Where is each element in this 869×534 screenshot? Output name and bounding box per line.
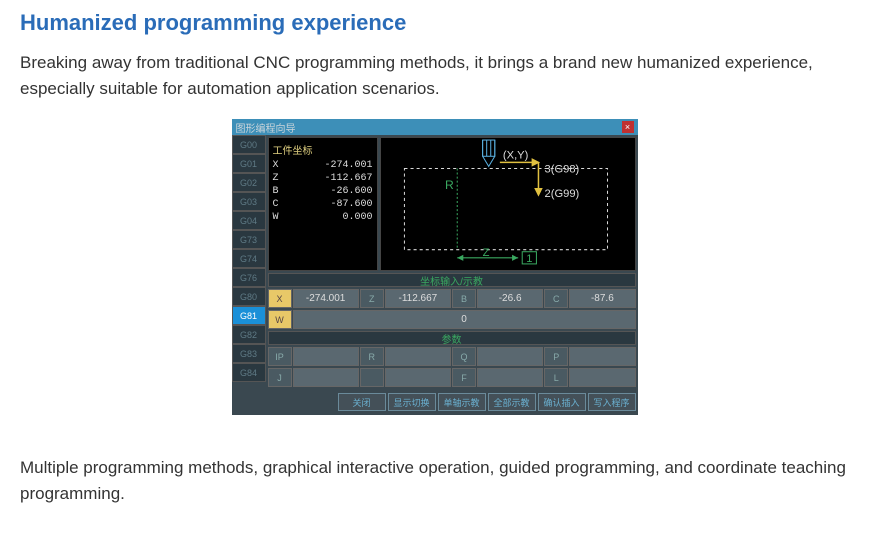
sidebar-item-g76[interactable]: G76 (232, 268, 266, 287)
field-value[interactable]: 0 (293, 310, 636, 329)
diagram-L: 1 (526, 253, 532, 265)
diagram-xy: (X,Y) (502, 149, 528, 161)
field-value[interactable] (385, 347, 451, 366)
coord-panel: 工件坐标 X-274.001Z-112.667B-26.600C-87.600W… (268, 137, 378, 271)
field-label: B (452, 289, 476, 308)
bottom-button[interactable]: 关闭 (338, 393, 386, 411)
coord-title: 工件坐标 (273, 142, 373, 157)
coord-row: B-26.600 (273, 185, 373, 198)
sidebar-item-g82[interactable]: G82 (232, 325, 266, 344)
cycle-diagram: R Z 1 (X,Y) 3(G98 (380, 137, 636, 271)
sidebar-item-g02[interactable]: G02 (232, 173, 266, 192)
window-title: 图形编程向导 (236, 120, 296, 135)
coord-row: C-87.600 (273, 198, 373, 211)
sidebar-item-g80[interactable]: G80 (232, 287, 266, 306)
page-title: Humanized programming experience (20, 10, 849, 36)
field-value[interactable]: -112.667 (385, 289, 451, 308)
intro-paragraph: Breaking away from traditional CNC progr… (20, 50, 849, 101)
field-value[interactable]: -274.001 (293, 289, 359, 308)
field-value[interactable] (569, 347, 635, 366)
field-label: R (360, 347, 384, 366)
sidebar-item-g01[interactable]: G01 (232, 154, 266, 173)
field-label: Q (452, 347, 476, 366)
sidebar-item-g00[interactable]: G00 (232, 135, 266, 154)
field-label: L (544, 368, 568, 387)
field-value[interactable] (293, 368, 359, 387)
diagram-g99: 2(G99) (544, 188, 579, 200)
coord-row: X-274.001 (273, 159, 373, 172)
field-value[interactable]: -26.6 (477, 289, 543, 308)
diagram-R: R (445, 178, 454, 192)
field-label: P (544, 347, 568, 366)
diagram-Z: Z (482, 247, 489, 259)
field-value[interactable] (477, 368, 543, 387)
field-label: IP (268, 347, 292, 366)
field-label: F (452, 368, 476, 387)
field-value[interactable] (477, 347, 543, 366)
field-value[interactable] (385, 368, 451, 387)
field-label: X (268, 289, 292, 308)
coord-row: W0.000 (273, 211, 373, 224)
sidebar-item-g83[interactable]: G83 (232, 344, 266, 363)
field-value[interactable]: -87.6 (569, 289, 635, 308)
field-value[interactable] (293, 347, 359, 366)
sidebar-item-g03[interactable]: G03 (232, 192, 266, 211)
field-label (360, 368, 384, 387)
close-icon[interactable]: × (622, 121, 634, 133)
bottom-button[interactable]: 确认插入 (538, 393, 586, 411)
field-value[interactable] (569, 368, 635, 387)
sidebar-item-g81[interactable]: G81 (232, 306, 266, 325)
bottom-button[interactable]: 单轴示教 (438, 393, 486, 411)
field-label: C (544, 289, 568, 308)
gcode-sidebar: G00G01G02G03G04G73G74G76G80G81G82G83G84 (232, 135, 266, 389)
sidebar-item-g04[interactable]: G04 (232, 211, 266, 230)
coord-row: Z-112.667 (273, 172, 373, 185)
section-param-bar: 参数 (268, 331, 636, 345)
cnc-screenshot: 图形编程向导 × G00G01G02G03G04G73G74G76G80G81G… (20, 119, 849, 415)
sidebar-item-g84[interactable]: G84 (232, 363, 266, 382)
field-label: W (268, 310, 292, 329)
sidebar-item-g74[interactable]: G74 (232, 249, 266, 268)
window-titlebar: 图形编程向导 × (232, 119, 638, 135)
outro-paragraph: Multiple programming methods, graphical … (20, 455, 849, 506)
bottom-button[interactable]: 全部示教 (488, 393, 536, 411)
field-label: Z (360, 289, 384, 308)
bottom-button[interactable]: 写入程序 (588, 393, 636, 411)
sidebar-item-g73[interactable]: G73 (232, 230, 266, 249)
diagram-g98: 3(G98) (544, 164, 579, 176)
bottom-button[interactable]: 显示切换 (388, 393, 436, 411)
section-input-bar: 坐标输入/示教 (268, 273, 636, 287)
field-label: J (268, 368, 292, 387)
